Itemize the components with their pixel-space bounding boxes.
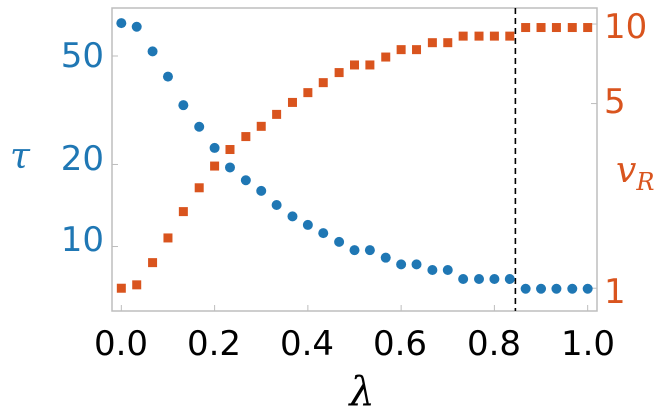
x-tick-label-0.4: 0.4	[280, 324, 334, 364]
tau-point	[411, 259, 422, 270]
vr-point	[350, 60, 359, 70]
vr-series	[116, 23, 593, 293]
tau-point	[567, 283, 578, 294]
tau-point	[380, 252, 391, 263]
tau-point	[240, 175, 251, 186]
plot-frame	[111, 7, 598, 312]
tau-point	[504, 274, 515, 285]
vr-point	[210, 161, 220, 171]
tau-point	[209, 142, 220, 153]
tau-point	[116, 18, 127, 29]
tau-point	[536, 283, 547, 294]
vr-point	[365, 60, 375, 70]
tau-point	[551, 283, 562, 294]
vr-point	[303, 88, 313, 98]
vr-point	[241, 132, 251, 142]
vr-point	[178, 207, 188, 217]
tau-point	[427, 265, 438, 276]
vr-point	[458, 31, 468, 41]
tau-point	[334, 236, 345, 247]
tau-point	[474, 274, 485, 285]
x-tick-label-0.2: 0.2	[187, 324, 241, 364]
tau-point	[364, 245, 375, 256]
x-tick-label-1.0: 1.0	[561, 324, 615, 364]
vr-point	[536, 23, 546, 33]
tau-point	[396, 259, 407, 270]
vr-point	[489, 31, 499, 41]
tau-point	[162, 71, 173, 82]
tau-point	[178, 100, 189, 111]
tau-point	[302, 219, 313, 230]
vr-point	[567, 23, 577, 33]
tau-point	[489, 274, 500, 285]
vr-point	[225, 145, 235, 155]
right-tick-label-5: 5	[604, 82, 626, 122]
tau-point	[349, 245, 360, 256]
vr-point	[396, 45, 406, 55]
x-axis-label: λ	[347, 369, 374, 415]
vr-point	[521, 23, 531, 33]
tau-point	[256, 185, 267, 196]
left-axis-label: τ	[10, 136, 31, 177]
vr-point	[427, 38, 437, 48]
vr-point	[412, 45, 422, 55]
vr-point	[505, 31, 515, 41]
vr-point	[318, 78, 328, 88]
vr-point	[474, 31, 484, 41]
vr-point	[148, 258, 158, 268]
vr-point	[443, 38, 453, 48]
vr-point	[287, 97, 297, 107]
vr-point	[272, 109, 282, 119]
vr-point	[334, 68, 344, 78]
right-axis-label-main: v	[616, 150, 636, 191]
tau-point	[458, 274, 469, 285]
tau-point	[582, 283, 593, 294]
left-tick-label-10: 10	[61, 220, 104, 260]
tau-point	[520, 283, 531, 294]
left-tick-label-50: 50	[61, 36, 104, 76]
right-axis-label: vR	[616, 150, 654, 196]
vr-point	[551, 23, 561, 33]
right-axis-label-subscript: R	[635, 168, 654, 196]
vr-point	[256, 121, 266, 131]
x-tick-label-0.8: 0.8	[467, 324, 521, 364]
tau-point	[224, 162, 235, 173]
tau-point	[287, 211, 298, 222]
tau-series	[116, 18, 593, 294]
vr-point	[116, 283, 126, 293]
right-tick-label-1: 1	[604, 272, 626, 312]
vr-point	[132, 280, 142, 290]
vr-point	[194, 183, 204, 193]
tau-point	[194, 121, 205, 132]
x-tick-label-0.0: 0.0	[94, 324, 148, 364]
tau-point	[147, 46, 158, 57]
tau-point	[271, 200, 282, 211]
vr-point	[163, 233, 173, 243]
vr-point	[583, 23, 593, 33]
left-tick-label-20: 20	[61, 139, 104, 179]
tau-point	[318, 228, 329, 239]
tau-point	[442, 265, 453, 276]
right-tick-label-10: 10	[604, 7, 647, 47]
tau-point	[131, 21, 142, 32]
vr-point	[381, 52, 391, 62]
x-tick-label-0.6: 0.6	[373, 324, 427, 364]
